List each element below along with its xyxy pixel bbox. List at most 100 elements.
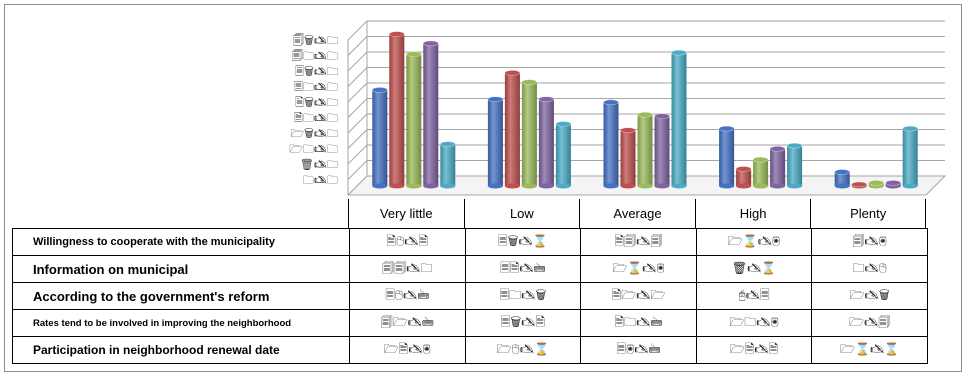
bar-shading	[770, 148, 786, 186]
bar-shading	[902, 128, 918, 186]
table-cell: 🗐🗐🖎🗀	[349, 255, 466, 283]
bar-base	[487, 183, 503, 189]
y-tick-label: 🗀🖎🗀	[303, 174, 338, 187]
bar	[422, 40, 439, 189]
bar-shading	[440, 144, 456, 186]
bar-shading	[603, 102, 619, 186]
x-tick-label: Low	[463, 199, 580, 228]
table-cell: 🗎🖰🖎🗎	[349, 228, 466, 256]
bar-shading	[406, 54, 422, 186]
bar-base	[834, 183, 850, 189]
bar	[902, 125, 919, 189]
y-tick-label: 🗎🗑🖎🗀	[295, 96, 338, 109]
bar-cap	[769, 146, 786, 152]
bar-cap	[786, 142, 803, 149]
bar-shading	[620, 130, 636, 186]
gridline-side	[347, 20, 368, 41]
gridline-side	[347, 129, 368, 149]
gridline-side	[347, 113, 368, 134]
bar	[504, 70, 521, 189]
bar	[487, 96, 504, 189]
table-cell: 🗁⌛🖎⌛	[811, 336, 928, 364]
bar-base	[902, 183, 918, 189]
bar-shading	[834, 172, 850, 186]
table-cell: 🖰🖎🗏	[695, 282, 813, 310]
y-tick-label: 🗎🗀🖎🗀	[294, 112, 338, 125]
bar-shading	[423, 43, 439, 187]
bar-cap	[487, 96, 504, 102]
bar-base	[423, 183, 439, 189]
bar-shading	[538, 99, 554, 186]
x-tick-label: Plenty	[810, 199, 926, 228]
bar-base	[736, 183, 752, 189]
gridline-side	[347, 36, 368, 56]
bar	[735, 166, 752, 189]
bar-base	[719, 183, 735, 189]
bar-base	[654, 183, 670, 189]
bar-shading	[753, 159, 769, 186]
bar-shading	[637, 114, 653, 186]
bar-base	[406, 183, 422, 189]
row-label: Rates tend to be involved in improving t…	[12, 309, 350, 337]
bar	[521, 79, 538, 189]
table-row: According to the government's reform 🗏🖰🖎🖮…	[12, 282, 928, 310]
bar-cap	[834, 169, 851, 175]
bar	[671, 49, 687, 189]
table-cell: 🗏🖲🖎🖮	[580, 336, 697, 364]
y-tick-label: 🗐🗑🖎🗀	[293, 34, 338, 47]
bar-shading	[487, 99, 503, 186]
table-cell: 🗎🗁🖎🗁	[580, 282, 697, 310]
gridline-side	[347, 98, 368, 118]
x-tick-label: High	[694, 199, 811, 228]
bar-cap	[371, 87, 388, 93]
bar-base	[555, 183, 571, 189]
row-label: Participation in neighborhood renewal da…	[12, 336, 350, 364]
bar-shading	[504, 72, 520, 186]
table-cell: 🗁⌛🖎🖲	[695, 228, 813, 256]
table-cell: 🗁⌛🖎🖲	[580, 255, 697, 283]
table-cell: 🗀🖎🖰	[811, 255, 928, 283]
gridline-side	[347, 82, 368, 103]
table-cell: 🗏🗎🖎🖮	[464, 255, 582, 283]
y-tick-label: 🗏🗑🖎🗀	[295, 65, 338, 78]
bar-cap	[538, 96, 555, 102]
table-cell: 🗎🗐🖎🗐	[580, 228, 697, 256]
bar-cap	[735, 166, 752, 172]
table-cell: 🗁🗎🖎🗎	[695, 336, 813, 364]
row-label: Willingness to cooperate with the munici…	[12, 228, 350, 256]
bar-shading	[787, 145, 803, 186]
bar-cap	[504, 70, 521, 76]
bar	[538, 96, 555, 189]
bar-base	[770, 183, 786, 189]
y-tick-label: 🗁🗑🖎🗀	[290, 127, 338, 140]
table-cell: 🗎🗀🖎🖮	[580, 309, 697, 337]
bar-cap	[637, 111, 653, 118]
bar	[620, 127, 636, 189]
y-tick-label: 🗐🗀🖎🗀	[292, 50, 338, 63]
bar-base	[538, 183, 554, 189]
gridline-side	[347, 51, 368, 72]
table-cell: 🗏🗑🖎⌛	[464, 228, 582, 256]
bar-cap	[405, 51, 422, 58]
table-row: Information on municipal 🗐🗐🖎🗀 🗏🗎🖎🖮 🗁⌛🖎🖲 🗑🖎⌛ 🗀…	[12, 255, 928, 283]
bar-cap	[620, 127, 636, 133]
bar	[388, 31, 405, 189]
bar	[786, 142, 803, 189]
x-tick-label: Average	[579, 199, 695, 228]
table-row: Willingness to cooperate with the munici…	[12, 228, 928, 256]
bar-cap	[885, 180, 902, 186]
table-cell: 🗐🗁🖎🖮	[349, 309, 466, 337]
bar	[851, 181, 868, 189]
table-cell: 🗁🗀🖎🖲	[695, 309, 813, 337]
bar-cap	[388, 31, 405, 37]
bar	[405, 51, 422, 189]
table-cell: 🗏🗀🖎🗑	[464, 282, 582, 310]
bar-cap	[603, 99, 619, 106]
bar	[555, 121, 572, 189]
bar-shading	[372, 89, 388, 186]
bar-base	[389, 183, 405, 189]
table-cell: 🗁🗎🖎🖲	[349, 336, 466, 364]
bar	[439, 141, 456, 189]
bar-base	[372, 183, 388, 189]
bar-base	[521, 183, 537, 189]
